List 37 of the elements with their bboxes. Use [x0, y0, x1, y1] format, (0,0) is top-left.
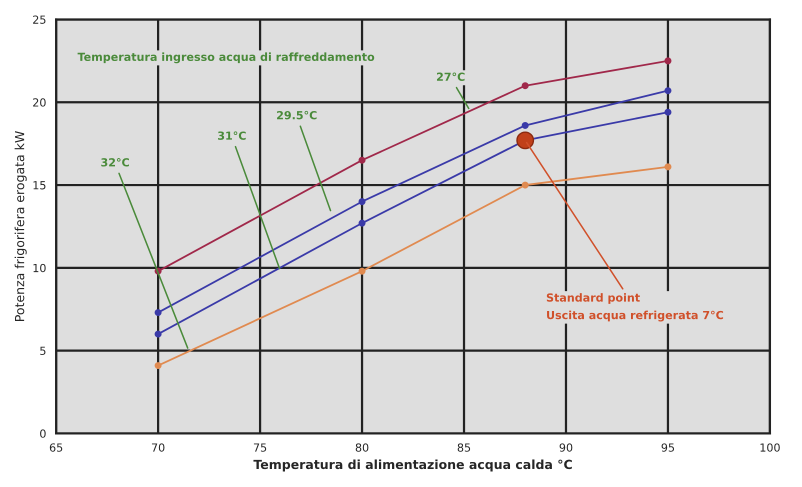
y-tick-label: 10	[34, 264, 46, 272]
y-tick-label: 15	[34, 181, 46, 190]
annotation: Standard point Uscita acqua refrigerata 7°C	[546, 293, 724, 322]
x-tick-label: 90	[560, 443, 572, 452]
x-tick-label: 95	[662, 443, 674, 452]
y-tick-label: 25	[33, 15, 46, 24]
point	[154, 362, 162, 370]
point	[522, 182, 529, 189]
point	[154, 309, 162, 316]
x-tick-label: 65	[50, 443, 62, 452]
point	[522, 122, 529, 129]
annotation: Temperatura ingresso acqua di raffreddamento	[78, 52, 374, 64]
x-tick-label: 85	[458, 443, 470, 452]
point	[154, 330, 162, 338]
y-axis-title: Potenza frigorifera erogata kW	[14, 131, 27, 321]
point	[664, 87, 672, 94]
x-tick-label: 100	[760, 443, 780, 452]
point	[664, 163, 672, 170]
x-axis-title: Temperatura di alimentazione acqua calda °C	[253, 459, 572, 472]
x-tick-label: 75	[254, 443, 266, 452]
y-tick-label: 0	[40, 429, 46, 438]
point	[516, 131, 534, 150]
point	[664, 57, 672, 64]
point	[358, 268, 366, 275]
point	[358, 198, 366, 206]
point	[358, 156, 366, 164]
annotation: 27°C	[436, 72, 465, 81]
x-tick-label: 80	[356, 443, 368, 452]
point	[358, 220, 366, 227]
annotation: 29.5°C	[277, 110, 317, 120]
y-tick-label: 5	[40, 346, 46, 356]
x-tick-label: 70	[152, 443, 164, 452]
point	[522, 82, 529, 90]
annotation: 32°C	[101, 158, 129, 167]
point	[664, 108, 672, 116]
annotation: 31°C	[218, 131, 246, 140]
y-tick-label: 20	[33, 98, 46, 107]
